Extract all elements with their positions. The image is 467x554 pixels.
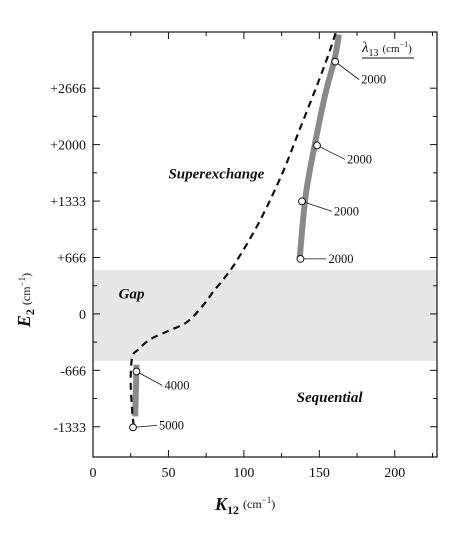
y-axis-unit-close: ) bbox=[19, 273, 33, 277]
axis-tick-labels: 0 50 100 150 200 +2666 +2000 +1333 +666 0 -666 -133… bbox=[50, 82, 405, 481]
y-tick-label: +2666 bbox=[50, 82, 86, 97]
point-leader-line bbox=[334, 61, 360, 80]
y-tick-label: +1333 bbox=[50, 195, 86, 210]
x-tick-label: 0 bbox=[90, 466, 97, 481]
y-axis-unit-sup: −1 bbox=[17, 277, 27, 287]
y-axis-title: E2 (cm−1) bbox=[14, 273, 37, 328]
y-tick-label: -1333 bbox=[53, 421, 86, 436]
point-leader-line bbox=[316, 145, 346, 160]
point-marker bbox=[129, 423, 137, 432]
plot-frame bbox=[92, 31, 438, 458]
x-axis-title: K12 (cm−1) bbox=[214, 494, 275, 517]
y-tick-label: +666 bbox=[57, 252, 86, 267]
point-leader-line bbox=[136, 371, 163, 386]
legend-subscript: 13 bbox=[369, 48, 379, 59]
x-tick-label: 150 bbox=[309, 466, 330, 481]
region-label: Sequential bbox=[297, 390, 364, 406]
marked-points: 4000 5000 2000 2000 2000 2000 bbox=[129, 57, 386, 432]
point-leader-line bbox=[132, 424, 158, 428]
axis-ticks bbox=[92, 32, 437, 457]
legend-unit-sup: −1 bbox=[400, 40, 409, 49]
region-labels: Superexchange Gap Sequential bbox=[119, 166, 364, 406]
point-label: 2000 bbox=[347, 152, 372, 166]
legend-unit-close: ) bbox=[408, 43, 412, 55]
region-label: Gap bbox=[119, 287, 145, 303]
gap-band bbox=[93, 269, 437, 361]
x-axis-symbol: K bbox=[214, 494, 229, 514]
point-label: 2000 bbox=[328, 252, 353, 266]
x-tick-label: 100 bbox=[233, 466, 254, 481]
y-tick-label: -666 bbox=[60, 364, 86, 379]
legend-symbol: λ bbox=[361, 40, 369, 56]
y-axis-subscript: 2 bbox=[23, 309, 37, 315]
point-marker bbox=[298, 197, 306, 206]
x-axis-unit-close: ) bbox=[271, 497, 275, 511]
y-tick-label: +2000 bbox=[50, 139, 86, 154]
x-axis-unit: (cm bbox=[243, 497, 262, 511]
region-label: Superexchange bbox=[168, 166, 264, 182]
point-marker bbox=[296, 254, 305, 263]
point-marker bbox=[313, 141, 321, 150]
legend-title: λ13 (cm−1) bbox=[361, 40, 412, 59]
point-marker bbox=[331, 57, 340, 66]
x-axis-subscript: 12 bbox=[227, 503, 239, 517]
x-tick-label: 200 bbox=[384, 466, 405, 481]
point-label: 4000 bbox=[164, 378, 189, 392]
point-marker bbox=[132, 367, 141, 376]
point-label: 2000 bbox=[334, 204, 359, 218]
point-label: 5000 bbox=[159, 418, 184, 432]
point-leader-line bbox=[301, 200, 333, 212]
x-tick-label: 50 bbox=[161, 466, 175, 481]
y-axis-unit: (cm bbox=[19, 286, 33, 305]
y-axis-symbol: E bbox=[14, 315, 34, 328]
boundary-dashed-line bbox=[129, 31, 337, 426]
y-tick-label: 0 bbox=[79, 308, 86, 323]
x-axis-unit-sup: −1 bbox=[262, 495, 272, 505]
point-label: 2000 bbox=[361, 73, 386, 87]
legend-unit: (cm bbox=[383, 43, 401, 55]
